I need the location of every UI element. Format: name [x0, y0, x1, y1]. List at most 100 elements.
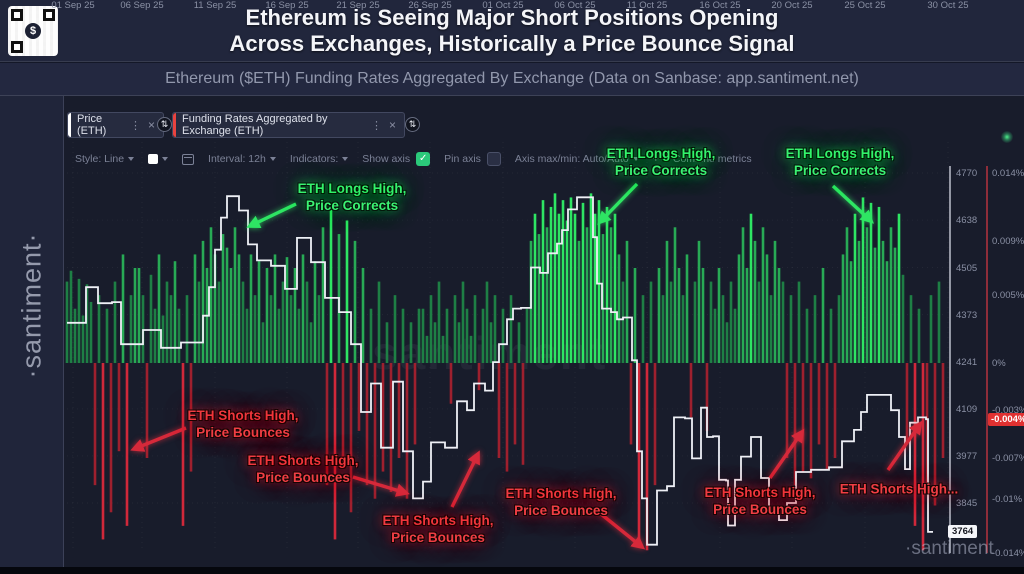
- axis-toggle-icon[interactable]: ⇅: [405, 117, 420, 132]
- funding-bar: [325, 363, 329, 486]
- kebab-menu-icon[interactable]: ⋮: [129, 119, 141, 132]
- chevron-down-icon: [162, 157, 169, 161]
- funding-bar: [649, 281, 653, 363]
- chevron-down-icon: [342, 157, 349, 161]
- funding-bar: [569, 197, 573, 363]
- funding-bar: [305, 281, 309, 363]
- funding-bar: [793, 363, 797, 486]
- show-axis-toggle[interactable]: Show axis ✓: [362, 152, 431, 166]
- close-icon[interactable]: ×: [147, 118, 155, 132]
- date-axis-tick: 20 Oct 25: [771, 0, 813, 11]
- funding-bar: [461, 281, 465, 363]
- funding-axis-tick: -0.01%: [992, 493, 1023, 505]
- header-bar: [0, 0, 1024, 62]
- funding-bar: [257, 261, 261, 363]
- funding-bar: [645, 363, 649, 551]
- tab-funding-rates[interactable]: Funding Rates Aggregated by Exchange (ET…: [172, 112, 405, 138]
- checkbox-unchecked-icon[interactable]: [486, 152, 501, 166]
- funding-bar: [85, 284, 89, 363]
- funding-bar: [853, 213, 857, 363]
- add-metric-button[interactable]: +: [652, 153, 659, 165]
- funding-bar: [377, 281, 381, 363]
- funding-bar: [845, 227, 849, 363]
- funding-bar: [425, 335, 429, 363]
- funding-bar: [453, 295, 457, 363]
- funding-bar: [437, 281, 441, 363]
- interval-select[interactable]: Interval: 12h: [208, 153, 276, 165]
- date-axis-tick: 06 Sep 25: [120, 0, 164, 11]
- funding-bar: [821, 268, 825, 363]
- funding-bar: [465, 308, 469, 363]
- date-axis-tick: 11 Oct 25: [626, 0, 668, 11]
- funding-bar: [537, 234, 541, 363]
- funding-bar: [117, 363, 121, 452]
- funding-bar: [881, 240, 885, 363]
- funding-bar: [449, 363, 453, 404]
- funding-bar: [133, 268, 137, 363]
- funding-bar: [805, 308, 809, 363]
- date-axis-tick: 01 Oct 25: [482, 0, 524, 11]
- funding-bar: [185, 295, 189, 363]
- chevron-down-icon: [269, 157, 276, 161]
- funding-axis-tick: 0.005%: [992, 290, 1024, 302]
- funding-bar: [265, 268, 269, 363]
- funding-bar: [781, 281, 785, 363]
- date-axis-tick: 11 Sep 25: [193, 0, 237, 11]
- funding-bar: [273, 254, 277, 363]
- axis-toggle-icon[interactable]: ⇅: [157, 117, 172, 132]
- combine-metrics-button[interactable]: Combine metrics: [672, 153, 752, 165]
- funding-bar: [397, 363, 401, 458]
- tab-price-eth[interactable]: Price (ETH) ⋮ ×: [67, 112, 164, 138]
- funding-bar: [557, 213, 561, 363]
- funding-bar: [441, 335, 445, 363]
- line-color-swatch[interactable]: [148, 154, 169, 164]
- pin-axis-toggle[interactable]: Pin axis: [444, 152, 501, 166]
- funding-bar: [341, 363, 345, 458]
- funding-bar: [693, 281, 697, 363]
- funding-bar: [97, 295, 101, 363]
- date-range-button[interactable]: [182, 153, 195, 165]
- price-axis-tick: 4373: [956, 309, 978, 321]
- funding-bar: [521, 363, 525, 465]
- funding-bar: [469, 335, 473, 363]
- kebab-menu-icon[interactable]: ⋮: [370, 119, 382, 132]
- funding-bar: [625, 240, 629, 363]
- style-select[interactable]: Style: Line: [75, 153, 135, 165]
- annotation-arrows: [130, 182, 923, 550]
- funding-bar: [713, 308, 717, 363]
- page-title: Ethereum is Seeing Major Short Positions…: [0, 5, 1024, 57]
- close-icon[interactable]: ×: [388, 118, 396, 132]
- axis-maxmin-select[interactable]: Axis max/min: Auto/Auto: [515, 153, 639, 165]
- live-indicator-dot: [1001, 131, 1013, 143]
- red-arrow: [768, 428, 805, 479]
- funding-bar: [829, 308, 833, 363]
- funding-bar: [761, 227, 765, 363]
- funding-ghost-value: -0.003%: [992, 405, 1024, 417]
- checkbox-checked-icon[interactable]: ✓: [416, 152, 431, 166]
- funding-bar: [561, 200, 565, 363]
- price-step-line: [67, 195, 933, 546]
- calendar-icon: [182, 153, 195, 165]
- funding-bar: [673, 227, 677, 363]
- funding-axis-tick: 0%: [992, 358, 1006, 369]
- funding-bar: [313, 261, 317, 363]
- color-swatch-icon: [148, 154, 159, 164]
- funding-bar: [373, 363, 377, 499]
- funding-bar: [161, 315, 165, 363]
- funding-bar: [517, 322, 521, 363]
- funding-bar: [889, 227, 893, 363]
- funding-bar: [701, 268, 705, 363]
- indicators-select[interactable]: Indicators:: [290, 153, 349, 165]
- funding-bar: [309, 322, 313, 363]
- funding-bar: [657, 268, 661, 363]
- chevron-down-icon: [632, 157, 639, 161]
- date-axis-tick: 16 Oct 25: [699, 0, 741, 11]
- funding-bar: [885, 261, 889, 363]
- funding-bar: [697, 240, 701, 363]
- funding-bar: [549, 206, 553, 363]
- funding-bar: [725, 322, 729, 363]
- funding-bar: [333, 363, 337, 540]
- funding-bar: [113, 281, 117, 363]
- funding-bar: [917, 308, 921, 363]
